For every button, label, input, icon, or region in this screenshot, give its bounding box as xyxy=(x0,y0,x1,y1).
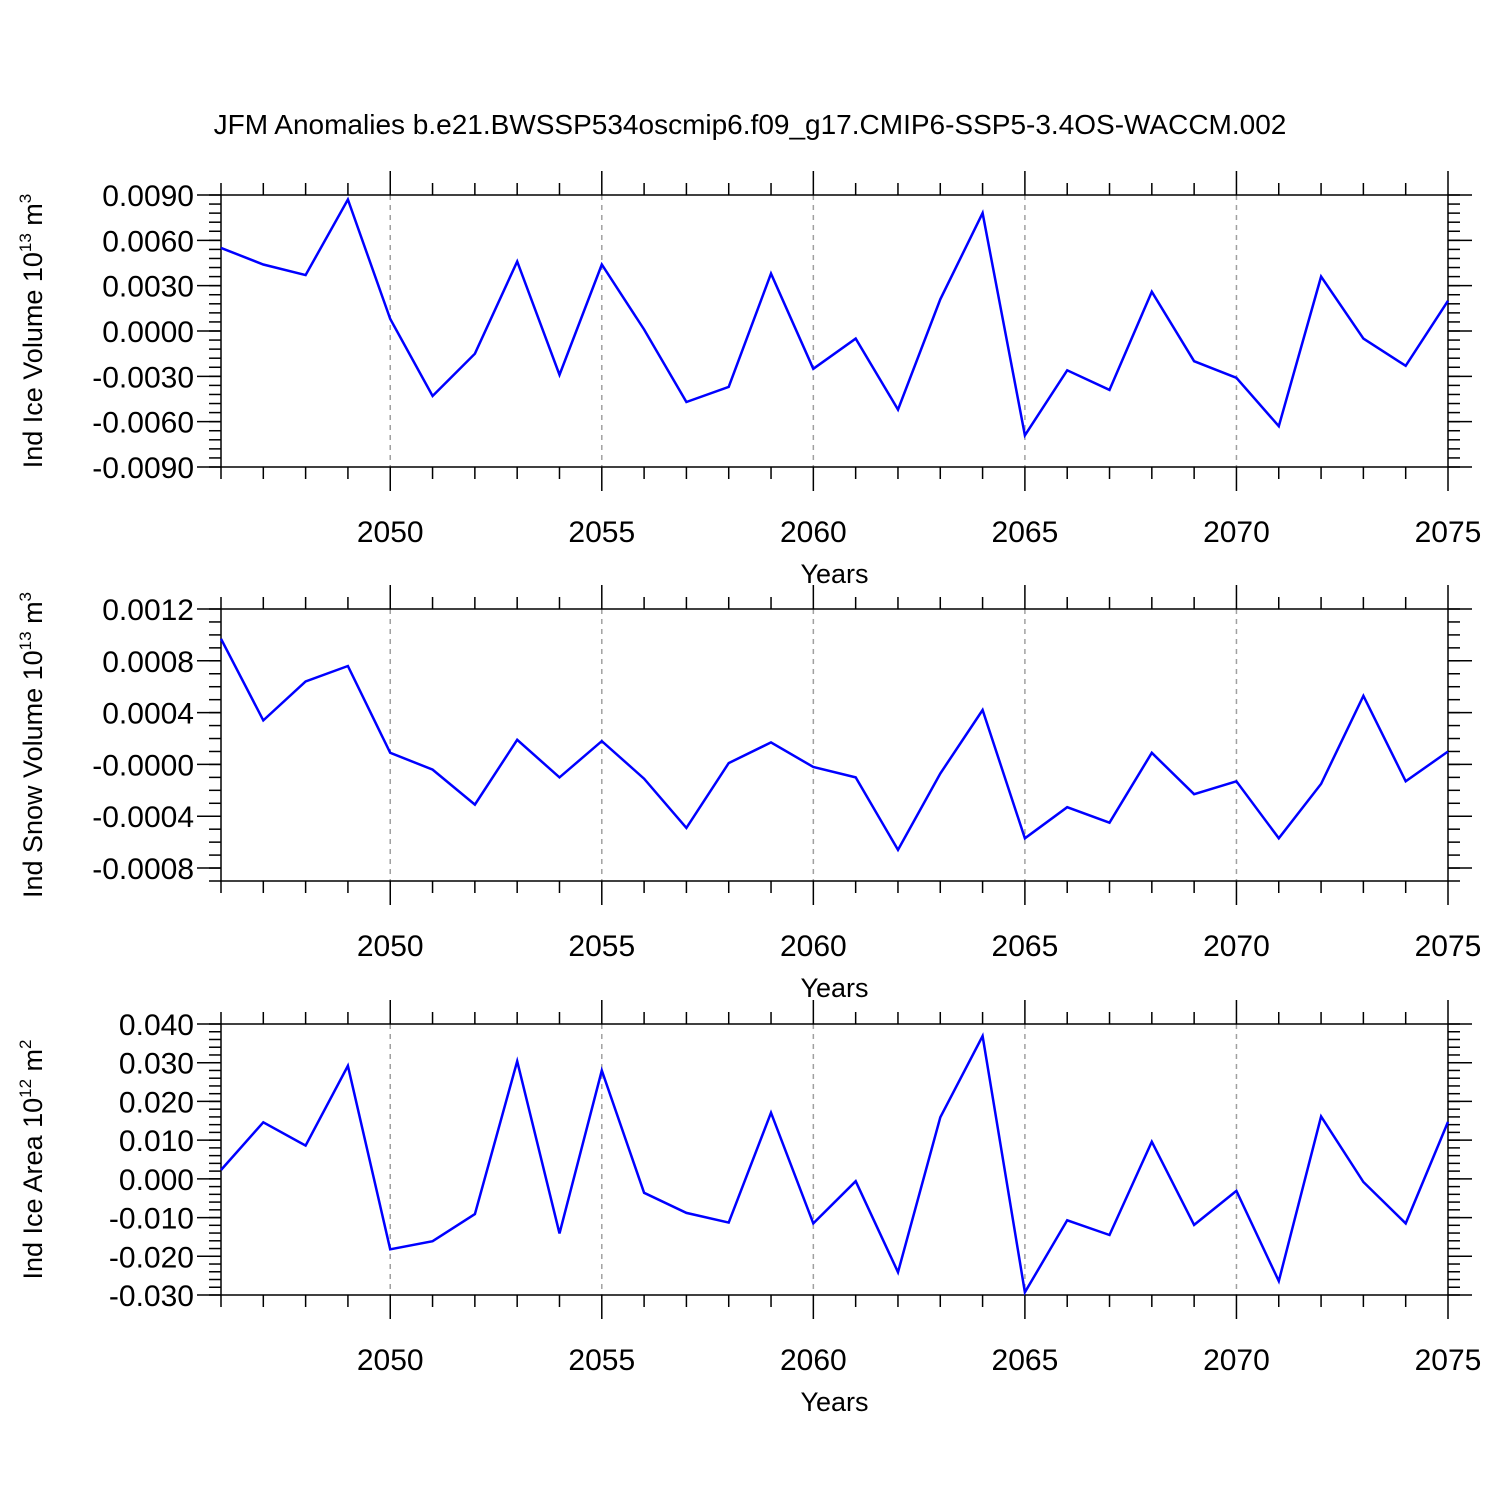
x-tick-label: 2060 xyxy=(780,930,847,963)
y-tick-label: -0.0000 xyxy=(92,749,194,782)
panels: 0.0090 0.0060 0.0030 0.0000 -0.0030 -0.0060 -0… xyxy=(16,171,1481,1417)
y-tick-label: 0.010 xyxy=(119,1125,194,1158)
y-tick-label: -0.030 xyxy=(109,1280,194,1313)
series-line xyxy=(220,196,1450,439)
y-axis-label: Ind Ice Area 1012 m2 xyxy=(16,1039,48,1279)
y-tick-label: -0.0090 xyxy=(92,452,194,485)
x-tick-label: 2065 xyxy=(992,516,1059,549)
x-tick-label: 2055 xyxy=(568,930,635,963)
y-tick-label: 0.0008 xyxy=(102,646,194,679)
y-tick-label: 0.000 xyxy=(119,1164,194,1197)
x-tick-label: 2065 xyxy=(992,930,1059,963)
chart-panel-3: 0.040 0.030 0.020 0.010 0.000 -0.010 -0.020 -0.… xyxy=(16,1000,1481,1417)
x-tick-label: 2065 xyxy=(992,1344,1059,1377)
chart-title: JFM Anomalies b.e21.BWSSP534oscmip6.f09_… xyxy=(214,109,1287,140)
x-axis-label: Years xyxy=(800,1387,868,1417)
x-tick-label: 2075 xyxy=(1415,1344,1482,1377)
y-tick-label: 0.0090 xyxy=(102,180,194,213)
x-axis-label: Years xyxy=(800,973,868,1003)
y-tick-label: -0.010 xyxy=(109,1203,194,1236)
series-line xyxy=(219,638,1449,853)
plot-frame xyxy=(220,1023,1449,1296)
x-tick-label: 2055 xyxy=(568,1344,635,1377)
y-tick-label: 0.040 xyxy=(119,1009,194,1042)
y-tick-label: 0.030 xyxy=(119,1048,194,1081)
y-tick-label: -0.0008 xyxy=(92,853,194,886)
y-tick-label: 0.0060 xyxy=(102,225,194,258)
x-tick-label: 2055 xyxy=(568,516,635,549)
y-tick-label: 0.0012 xyxy=(102,594,194,627)
x-tick-label: 2070 xyxy=(1203,516,1270,549)
y-tick-label: 0.0000 xyxy=(102,316,194,349)
series-line xyxy=(220,1032,1450,1296)
plot-frame xyxy=(220,194,1449,468)
chart-panel-1: 0.0090 0.0060 0.0030 0.0000 -0.0030 -0.0060 -0… xyxy=(16,171,1481,589)
x-tick-label: 2060 xyxy=(780,1344,847,1377)
y-tick-label: 0.0030 xyxy=(102,271,194,304)
x-tick-label: 2070 xyxy=(1203,1344,1270,1377)
x-tick-label: 2050 xyxy=(357,1344,424,1377)
x-axis-label: Years xyxy=(800,559,868,589)
x-tick-label: 2050 xyxy=(357,516,424,549)
y-tick-label: -0.0030 xyxy=(92,361,194,394)
y-tick-label: -0.0060 xyxy=(92,407,194,440)
x-tick-label: 2060 xyxy=(780,516,847,549)
x-tick-label: 2075 xyxy=(1415,516,1482,549)
y-axis-label: Ind Snow Volume 1013 m3 xyxy=(16,592,48,898)
x-tick-label: 2050 xyxy=(357,930,424,963)
y-tick-label: 0.0004 xyxy=(102,698,194,731)
chart-panel-2: 0.0012 0.0008 0.0004 -0.0000 -0.0004 -0.0008 2… xyxy=(16,585,1481,1003)
x-tick-label: 2075 xyxy=(1415,930,1482,963)
y-axis-label: Ind Ice Volume 1013 m3 xyxy=(16,194,48,469)
x-tick-label: 2070 xyxy=(1203,930,1270,963)
y-tick-label: -0.020 xyxy=(109,1241,194,1274)
plot-frame xyxy=(220,608,1449,882)
y-tick-label: -0.0004 xyxy=(92,801,194,834)
y-tick-label: 0.020 xyxy=(119,1086,194,1119)
